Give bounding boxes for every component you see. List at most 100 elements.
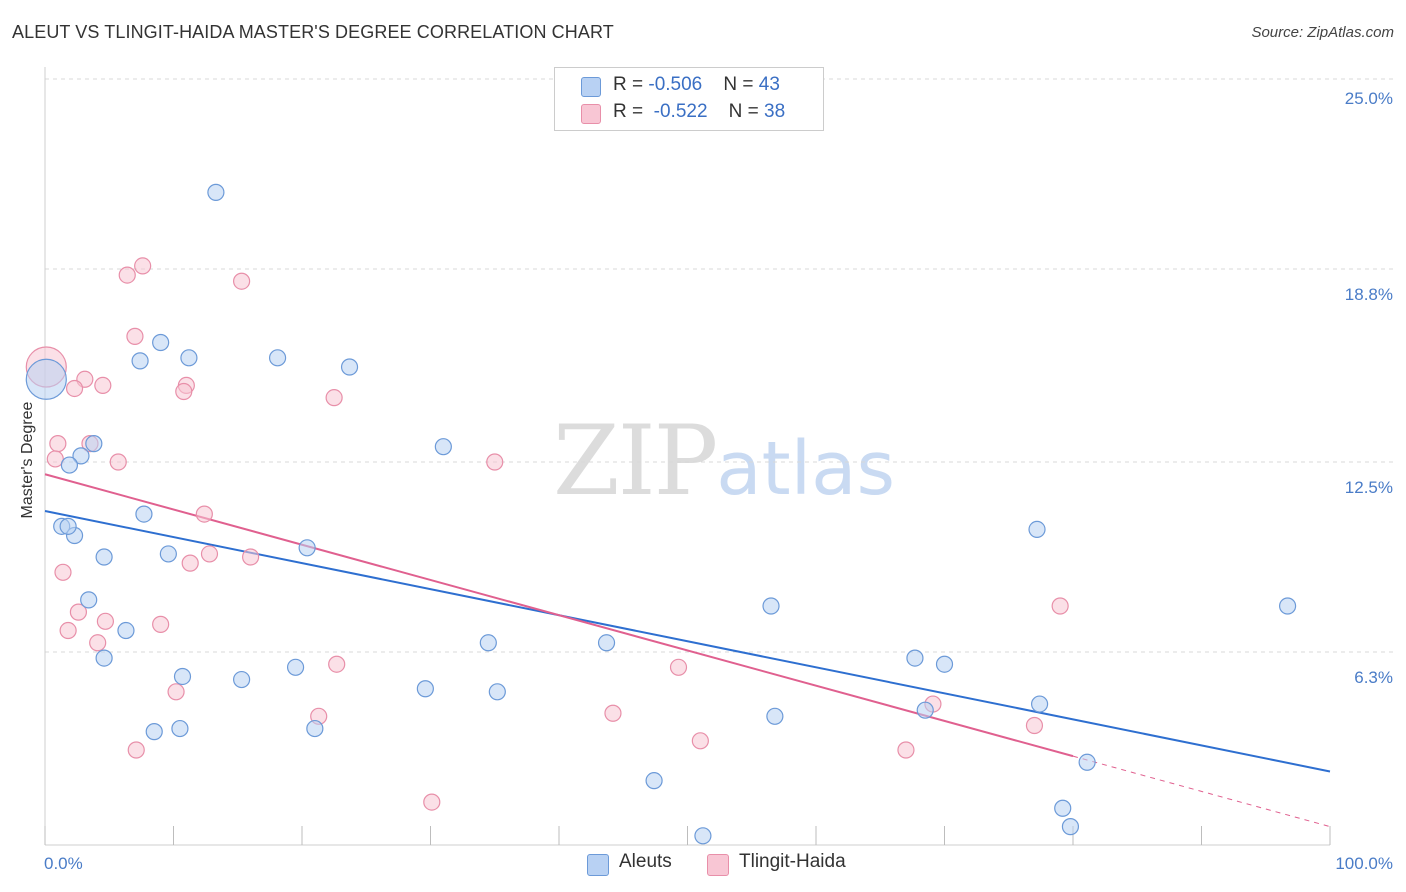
trend-lines [44,473,1331,828]
point-aleuts [207,183,225,201]
watermark-atlas: atlas [716,426,896,512]
point-tlingit-haida [59,621,77,640]
point-aleuts [135,505,153,523]
point-aleuts [25,358,67,400]
legend-r-label: R = [613,74,649,95]
point-aleuts [762,597,780,615]
point-tlingit-haida [69,603,88,621]
point-tlingit-haida [1025,716,1044,735]
point-aleuts [159,545,177,563]
point-tlingit-haida [167,683,185,701]
gridlines [45,78,1395,653]
point-tlingit-haida [65,379,84,398]
point-aleuts [286,658,305,676]
point-aleuts [173,667,192,686]
bottom-legend-swatch-tlingit-haida [707,854,729,876]
point-aleuts [694,827,712,845]
point-aleuts [233,670,251,689]
legend-r-value: -0.506 [648,74,703,95]
point-tlingit-haida [897,741,915,759]
legend-r-label: R = [613,101,649,122]
point-tlingit-haida [118,266,136,284]
y-axis-label: Master's Degree [19,401,36,518]
point-aleuts [1030,695,1049,713]
point-aleuts [180,349,198,367]
point-aleuts [152,333,170,352]
point-aleuts [145,723,163,741]
watermark-zip: ZIP [553,405,718,517]
y-tick-label: 6.3% [1354,668,1393,687]
point-aleuts [416,680,434,698]
point-tlingit-haida [200,545,219,563]
trend-line-tlingit-haida [44,473,1074,758]
point-aleuts [935,655,954,673]
legend: R = -0.506 N = 43 R = -0.522 N = 38 [554,67,824,131]
x-tick-label-min: 0.0% [44,854,83,873]
y-tick-label: 25.0% [1345,89,1393,108]
point-aleuts [1028,520,1046,539]
point-aleuts [340,358,359,376]
point-aleuts [85,435,103,453]
point-aleuts [95,649,113,667]
point-tlingit-haida [486,453,504,471]
point-aleuts [1061,818,1080,836]
legend-n-label: N = [728,101,765,122]
point-aleuts [72,447,90,465]
point-aleuts [131,352,149,370]
point-tlingit-haida [54,563,72,581]
point-tlingit-haida [134,257,152,275]
point-aleuts [117,621,135,640]
legend-swatch-aleuts [581,77,601,97]
point-tlingit-haida [175,382,193,401]
legend-r-value: -0.522 [653,101,708,122]
bottom-legend-swatch-aleuts [587,854,609,876]
y-tick-label: 18.8% [1345,285,1393,304]
point-aleuts [1078,753,1096,771]
legend-n-label: N = [723,74,759,95]
bottom-legend-label-aleuts: Aleuts [619,851,672,872]
point-tlingit-haida [181,554,199,572]
point-tlingit-haida [126,327,144,345]
point-aleuts [488,683,506,701]
point-aleuts [766,707,784,725]
point-aleuts [1278,597,1297,615]
point-aleuts [59,517,77,535]
point-tlingit-haida [109,453,127,471]
point-tlingit-haida [423,793,441,811]
point-tlingit-haida [233,272,251,290]
point-tlingit-haida [325,389,343,407]
point-aleuts [597,634,616,652]
legend-n-value: 38 [764,101,786,122]
point-tlingit-haida [328,655,346,673]
point-aleuts [1054,799,1072,817]
point-aleuts [60,456,79,474]
point-aleuts [306,719,324,738]
point-tlingit-haida [96,612,114,630]
point-tlingit-haida [195,505,213,523]
point-tlingit-haida [94,376,112,394]
axes [44,67,1331,846]
point-aleuts [298,539,316,557]
legend-swatch-tlingit-haida [581,104,601,124]
point-aleuts [645,772,663,790]
trend-line-tlingit-haida-extension [1072,755,1331,828]
point-aleuts [434,438,452,456]
point-aleuts [171,719,189,738]
point-tlingit-haida [49,435,67,453]
bottom-legend-label-tlingit-haida: Tlingit-Haida [739,851,846,872]
data-points [25,183,1297,845]
source-label: Source: ZipAtlas.com [1251,24,1394,41]
axis-labels: 6.3% 12.5% 18.8% 25.0% 0.0% 100.0% Master's De… [19,89,1393,873]
point-tlingit-haida [1051,597,1069,615]
point-aleuts [95,548,113,566]
watermark: ZIPatlas [553,405,895,517]
point-tlingit-haida [46,450,64,468]
point-tlingit-haida [604,704,622,722]
point-tlingit-haida [152,615,170,633]
legend-n-value: 43 [758,74,780,95]
trend-line-aleuts [44,510,1331,773]
point-tlingit-haida [89,634,107,652]
point-tlingit-haida [669,658,688,676]
point-aleuts [906,649,924,667]
